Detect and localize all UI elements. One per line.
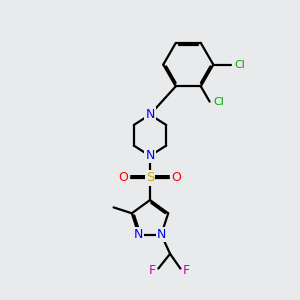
Text: F: F <box>149 263 156 277</box>
Text: N: N <box>157 228 166 241</box>
Text: S: S <box>146 172 154 184</box>
Text: F: F <box>183 263 190 277</box>
Text: Cl: Cl <box>234 60 245 70</box>
Text: N: N <box>145 108 155 121</box>
Text: N: N <box>134 228 143 241</box>
Text: O: O <box>172 172 182 184</box>
Text: Cl: Cl <box>213 97 224 106</box>
Text: O: O <box>118 172 128 184</box>
Text: N: N <box>145 149 155 162</box>
